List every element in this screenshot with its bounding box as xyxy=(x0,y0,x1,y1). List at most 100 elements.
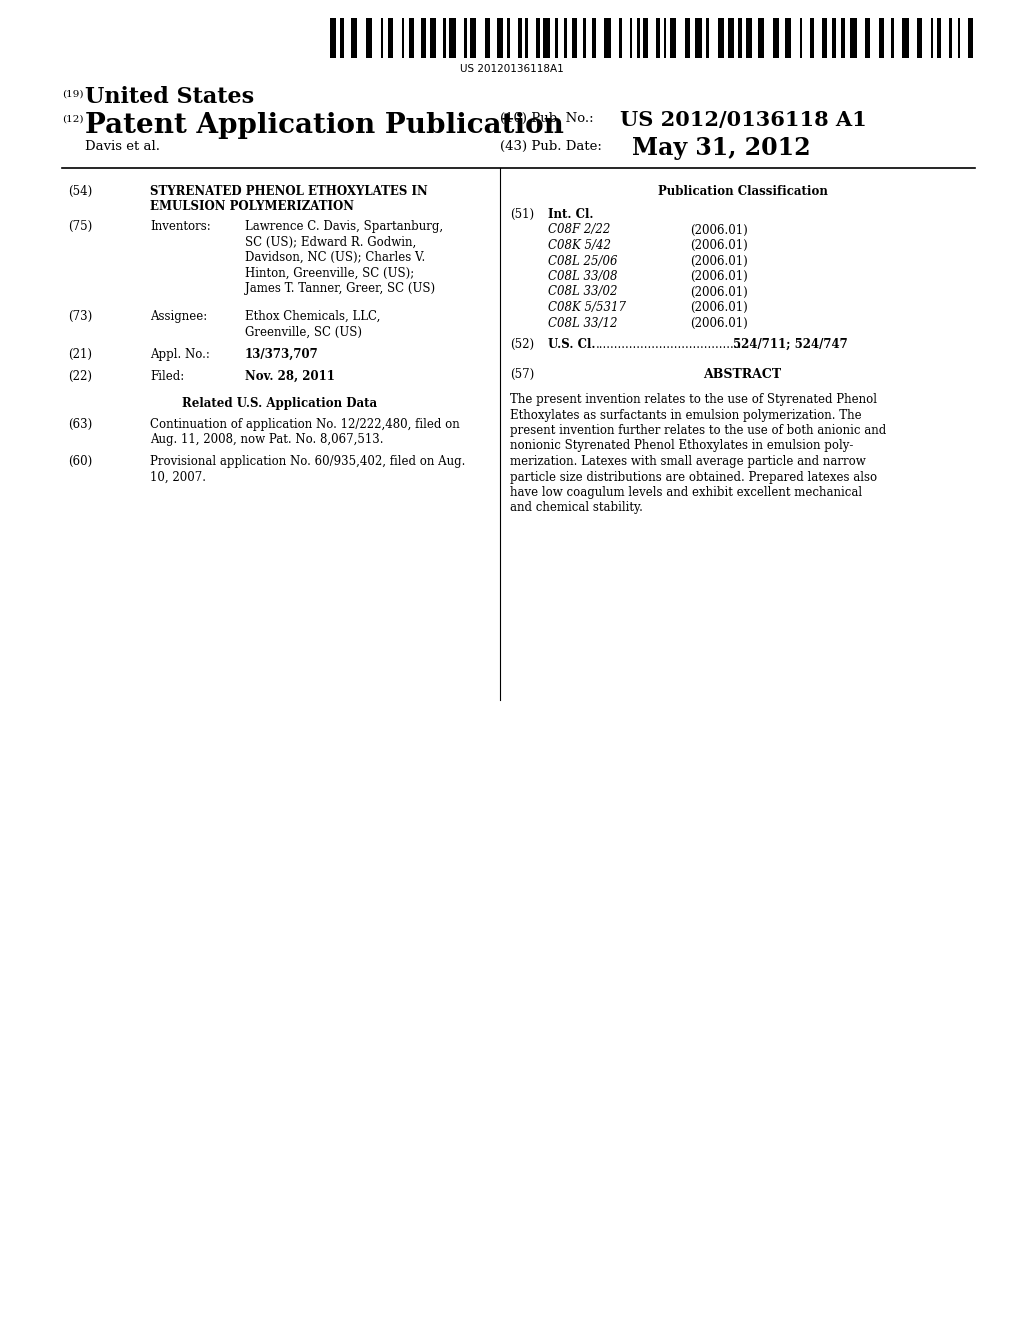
Text: James T. Tanner, Greer, SC (US): James T. Tanner, Greer, SC (US) xyxy=(245,282,435,294)
Bar xyxy=(706,18,710,58)
Text: 524/711; 524/747: 524/711; 524/747 xyxy=(733,338,848,351)
Bar xyxy=(948,18,952,58)
Text: Filed:: Filed: xyxy=(150,370,184,383)
Text: C08L 33/12: C08L 33/12 xyxy=(548,317,617,330)
Bar xyxy=(656,18,660,58)
Text: Ethoxylates as surfactants in emulsion polymerization. The: Ethoxylates as surfactants in emulsion p… xyxy=(510,408,861,421)
Text: Lawrence C. Davis, Spartanburg,: Lawrence C. Davis, Spartanburg, xyxy=(245,220,443,234)
Bar xyxy=(401,18,404,58)
Text: (51): (51) xyxy=(510,209,535,220)
Text: (73): (73) xyxy=(68,310,92,323)
Text: C08L 33/02: C08L 33/02 xyxy=(548,285,617,298)
Text: (21): (21) xyxy=(68,348,92,360)
Bar xyxy=(620,18,622,58)
Bar xyxy=(643,18,648,58)
Bar xyxy=(470,18,476,58)
Text: (10) Pub. No.:: (10) Pub. No.: xyxy=(500,112,594,125)
Text: (43) Pub. Date:: (43) Pub. Date: xyxy=(500,140,602,153)
Bar xyxy=(800,18,802,58)
Bar xyxy=(879,18,884,58)
Bar xyxy=(421,18,426,58)
Bar xyxy=(745,18,753,58)
Text: Patent Application Publication: Patent Application Publication xyxy=(85,112,564,139)
Bar xyxy=(738,18,742,58)
Bar xyxy=(508,18,510,58)
Text: (2006.01): (2006.01) xyxy=(690,285,748,298)
Bar xyxy=(430,18,436,58)
Text: .......................................: ....................................... xyxy=(596,338,742,351)
Text: (2006.01): (2006.01) xyxy=(690,317,748,330)
Text: have low coagulum levels and exhibit excellent mechanical: have low coagulum levels and exhibit exc… xyxy=(510,486,862,499)
Bar xyxy=(784,18,791,58)
Bar xyxy=(865,18,870,58)
Text: May 31, 2012: May 31, 2012 xyxy=(632,136,811,160)
Bar xyxy=(593,18,596,58)
Bar xyxy=(718,18,724,58)
Text: U.S. Cl.: U.S. Cl. xyxy=(548,338,596,351)
Text: United States: United States xyxy=(85,86,254,108)
Text: particle size distributions are obtained. Prepared latexes also: particle size distributions are obtained… xyxy=(510,470,878,483)
Bar xyxy=(931,18,933,58)
Text: (63): (63) xyxy=(68,418,92,432)
Text: (2006.01): (2006.01) xyxy=(690,223,748,236)
Bar xyxy=(485,18,490,58)
Text: (19): (19) xyxy=(62,90,84,99)
Text: 13/373,707: 13/373,707 xyxy=(245,348,318,360)
Bar xyxy=(381,18,383,58)
Bar xyxy=(518,18,521,58)
Text: (12): (12) xyxy=(62,115,84,124)
Text: (2006.01): (2006.01) xyxy=(690,301,748,314)
Text: (54): (54) xyxy=(68,185,92,198)
Text: merization. Latexes with small average particle and narrow: merization. Latexes with small average p… xyxy=(510,455,865,469)
Text: Provisional application No. 60/935,402, filed on Aug.: Provisional application No. 60/935,402, … xyxy=(150,455,465,469)
Bar xyxy=(564,18,566,58)
Bar xyxy=(685,18,690,58)
Text: Nov. 28, 2011: Nov. 28, 2011 xyxy=(245,370,335,383)
Text: SC (US); Edward R. Godwin,: SC (US); Edward R. Godwin, xyxy=(245,235,416,248)
Text: US 2012/0136118 A1: US 2012/0136118 A1 xyxy=(620,110,866,129)
Bar xyxy=(571,18,577,58)
Text: C08L 33/08: C08L 33/08 xyxy=(548,271,617,282)
Text: nonionic Styrenated Phenol Ethoxylates in emulsion poly-: nonionic Styrenated Phenol Ethoxylates i… xyxy=(510,440,853,453)
Bar xyxy=(340,18,344,58)
Text: C08L 25/06: C08L 25/06 xyxy=(548,255,617,268)
Bar xyxy=(536,18,540,58)
Text: (2006.01): (2006.01) xyxy=(690,239,748,252)
Bar xyxy=(330,18,336,58)
Text: Ethox Chemicals, LLC,: Ethox Chemicals, LLC, xyxy=(245,310,380,323)
Bar xyxy=(842,18,845,58)
Bar xyxy=(443,18,445,58)
Text: Related U.S. Application Data: Related U.S. Application Data xyxy=(182,397,378,411)
Text: Assignee:: Assignee: xyxy=(150,310,207,323)
Bar xyxy=(773,18,779,58)
Bar xyxy=(630,18,632,58)
Bar xyxy=(670,18,676,58)
Text: Hinton, Greenville, SC (US);: Hinton, Greenville, SC (US); xyxy=(245,267,415,280)
Bar xyxy=(366,18,372,58)
Text: present invention further relates to the use of both anionic and: present invention further relates to the… xyxy=(510,424,886,437)
Text: (60): (60) xyxy=(68,455,92,469)
Bar xyxy=(388,18,393,58)
Text: EMULSION POLYMERIZATION: EMULSION POLYMERIZATION xyxy=(150,201,354,214)
Bar xyxy=(850,18,857,58)
Bar xyxy=(555,18,558,58)
Text: Aug. 11, 2008, now Pat. No. 8,067,513.: Aug. 11, 2008, now Pat. No. 8,067,513. xyxy=(150,433,384,446)
Bar xyxy=(822,18,827,58)
Bar xyxy=(664,18,667,58)
Bar xyxy=(584,18,586,58)
Text: Greenville, SC (US): Greenville, SC (US) xyxy=(245,326,362,338)
Text: Int. Cl.: Int. Cl. xyxy=(548,209,594,220)
Text: and chemical stability.: and chemical stability. xyxy=(510,502,643,515)
Bar xyxy=(957,18,961,58)
Bar xyxy=(968,18,973,58)
Bar xyxy=(351,18,357,58)
Bar xyxy=(525,18,527,58)
Bar xyxy=(409,18,414,58)
Text: Davidson, NC (US); Charles V.: Davidson, NC (US); Charles V. xyxy=(245,251,425,264)
Text: Inventors:: Inventors: xyxy=(150,220,211,234)
Text: C08K 5/42: C08K 5/42 xyxy=(548,239,611,252)
Bar xyxy=(695,18,701,58)
Text: (2006.01): (2006.01) xyxy=(690,255,748,268)
Text: (57): (57) xyxy=(510,368,535,381)
Bar xyxy=(604,18,610,58)
